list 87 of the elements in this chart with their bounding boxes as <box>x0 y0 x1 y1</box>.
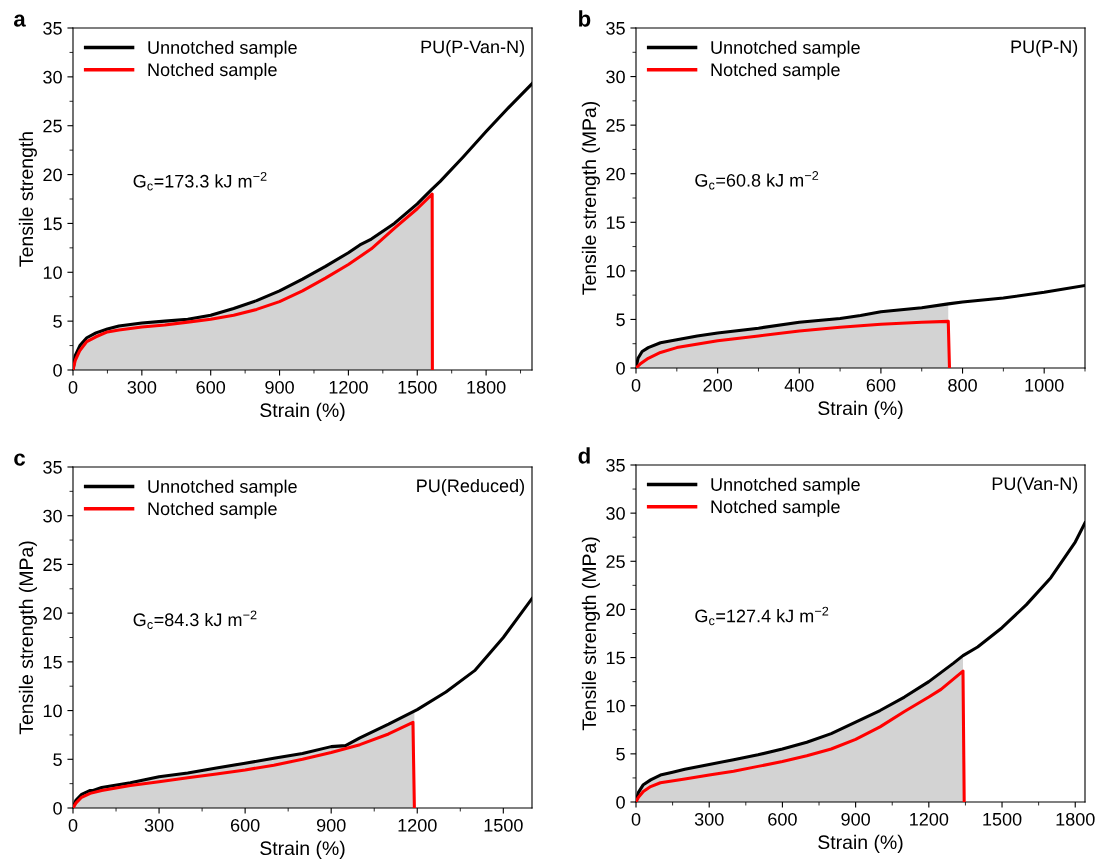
x-axis-title: Strain (%) <box>260 840 345 859</box>
x-tick-label: 0 <box>631 378 641 392</box>
y-tick-label: 15 <box>606 651 625 665</box>
y-tick-label: 15 <box>43 217 62 231</box>
y-tick-label: 10 <box>606 264 625 278</box>
x-axis-title: Strain (%) <box>818 400 903 419</box>
y-tick-label: 0 <box>53 363 62 377</box>
y-tick-label: 30 <box>606 507 625 520</box>
y-tick-label: 5 <box>53 753 62 767</box>
y-axis-title: Tensile strength (MPa) <box>581 537 600 731</box>
annotation: PU(Van-N) <box>992 476 1078 494</box>
y-tick-label: 35 <box>606 21 625 35</box>
legend-label: Notched sample <box>148 501 277 519</box>
y-axis-title: Tensile strength (MPa) <box>581 101 600 295</box>
x-tick-label: 0 <box>68 380 78 394</box>
x-tick-label: 900 <box>316 818 346 832</box>
y-tick-label: 20 <box>43 168 62 182</box>
y-axis-title: Tensile strength (MPa) <box>18 541 37 735</box>
y-tick-label: 5 <box>53 315 62 328</box>
x-tick-label: 1200 <box>910 812 949 826</box>
y-tick-label: 35 <box>43 21 62 35</box>
y-tick-label: 30 <box>606 70 625 84</box>
x-tick-label: 300 <box>127 380 157 394</box>
y-tick-label: 25 <box>606 555 625 569</box>
y-tick-label: 10 <box>43 704 62 718</box>
x-tick-label: 1000 <box>1025 378 1064 392</box>
chart-title: a <box>13 14 26 27</box>
legend-label: Unnotched sample <box>148 40 297 58</box>
chart-title: c <box>14 453 26 466</box>
x-tick-label: 1500 <box>484 818 523 832</box>
x-tick-label: 900 <box>841 812 870 826</box>
y-tick-label: 15 <box>606 216 625 230</box>
legend-label: Unnotched sample <box>148 479 297 497</box>
x-tick-label: 800 <box>948 378 977 392</box>
x-tick-label: 1800 <box>1056 812 1095 826</box>
chart-title: b <box>579 10 591 27</box>
y-tick-label: 0 <box>616 361 625 375</box>
annotation: PU(P-Van-N) <box>421 39 524 57</box>
annotation: PU(P-N) <box>1011 39 1078 57</box>
x-tick-label: 1200 <box>398 818 437 832</box>
y-tick-label: 20 <box>43 607 62 620</box>
x-tick-label: 1200 <box>329 380 368 394</box>
x-tick-label: 0 <box>631 812 641 826</box>
y-tick-label: 25 <box>606 119 625 132</box>
annotation: PU(Reduced) <box>417 478 524 496</box>
x-tick-label: 600 <box>196 380 226 394</box>
x-tick-label: 1500 <box>983 812 1022 826</box>
y-tick-label: 20 <box>606 167 625 181</box>
x-tick-label: 1500 <box>398 380 437 394</box>
x-tick-label: 600 <box>866 378 896 392</box>
y-tick-label: 15 <box>43 655 62 669</box>
legend-label: Notched sample <box>711 499 840 517</box>
legend-label: Notched sample <box>148 62 277 80</box>
y-tick-label: 30 <box>43 70 62 84</box>
legend-label: Unnotched sample <box>711 40 860 58</box>
x-tick-label: 600 <box>230 818 260 832</box>
y-tick-label: 10 <box>606 699 625 713</box>
y-tick-label: 20 <box>606 603 625 617</box>
y-tick-label: 0 <box>616 795 625 809</box>
y-tick-label: 5 <box>616 313 625 327</box>
x-tick-label: 1800 <box>467 380 506 394</box>
x-tick-label: 600 <box>768 812 797 826</box>
annotation: G$_{c}$=127.4 kJ m$^{−2}$ <box>695 606 829 626</box>
y-tick-label: 35 <box>43 460 62 474</box>
y-tick-label: 0 <box>53 801 62 815</box>
y-tick-label: 25 <box>43 119 62 133</box>
chart-title: d <box>578 447 590 464</box>
line-series <box>636 319 952 368</box>
y-tick-label: 5 <box>616 747 625 761</box>
x-tick-label: 300 <box>694 812 724 826</box>
x-axis-title: Strain (%) <box>818 834 903 853</box>
annotation: G$_{c}$=84.3 kJ m$^{−2}$ <box>133 610 257 629</box>
y-axis-title: Tensile strength <box>18 132 37 267</box>
legend-label: Notched sample <box>711 62 840 80</box>
annotation: G$_{c}$=60.8 kJ m$^{−2}$ <box>695 171 819 190</box>
x-tick-label: 200 <box>703 378 732 392</box>
annotation: G$_{c}$=173.3 kJ m$^{−2}$ <box>133 171 267 191</box>
y-tick-label: 10 <box>43 266 62 280</box>
legend-label: Unnotched sample <box>711 477 860 495</box>
x-tick-label: 400 <box>784 378 814 392</box>
x-axis-title: Strain (%) <box>260 402 345 421</box>
x-tick-label: 900 <box>265 380 294 394</box>
y-tick-label: 25 <box>43 558 62 572</box>
y-tick-label: 30 <box>43 509 62 523</box>
y-tick-label: 35 <box>606 458 625 472</box>
x-tick-label: 300 <box>144 818 174 832</box>
x-tick-label: 0 <box>68 818 78 832</box>
